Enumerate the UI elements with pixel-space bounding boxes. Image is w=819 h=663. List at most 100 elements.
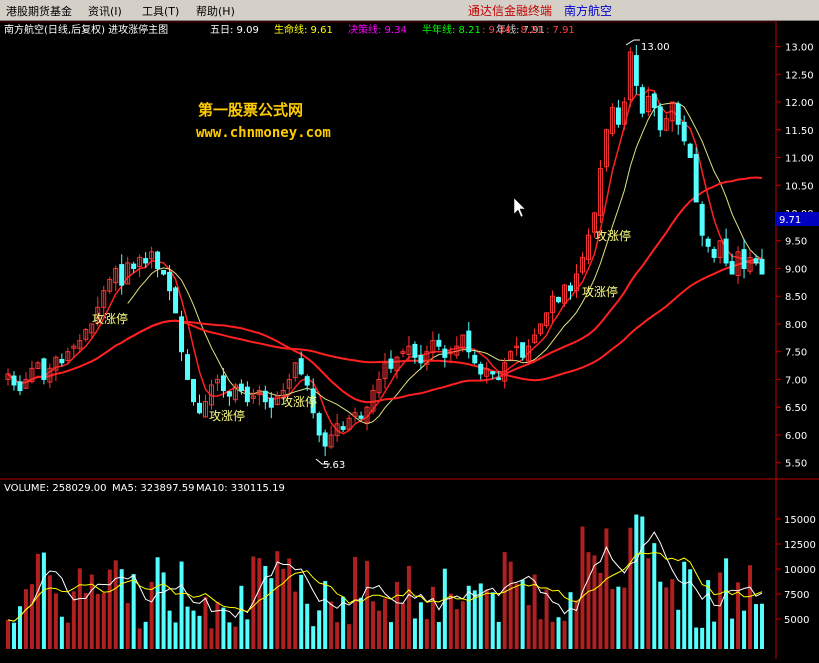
candle-body (334, 423, 340, 437)
candle-body (226, 391, 232, 397)
candle-body (322, 432, 328, 447)
candle-body (250, 395, 256, 399)
volume-bar (706, 580, 711, 649)
current-price-tag-bg (776, 212, 819, 226)
indicator-legend: 五日: 9.09 生命线: 9.61 决策线: 9.34 半年线: 8.21 年线: 7… (210, 23, 575, 36)
ma5-line (7, 88, 762, 435)
volume-bar (640, 516, 645, 649)
volume-bar (568, 592, 573, 649)
candle-body (711, 248, 717, 258)
volume-bar (257, 558, 262, 649)
price-tick-label: 6.00 (785, 431, 807, 442)
volume-bar (269, 578, 274, 649)
volume-tick-label: 5000 (784, 615, 809, 626)
volume-bar (508, 561, 513, 649)
candle-body (119, 264, 125, 286)
candle-body (597, 168, 603, 216)
candle-body (460, 334, 466, 349)
menu-info[interactable]: 资讯(I) (88, 5, 122, 18)
candle-body (705, 238, 711, 247)
volume-bar (634, 514, 639, 649)
price-tick-label: 9.00 (785, 264, 807, 275)
candle-body (29, 367, 35, 383)
volume-bar (29, 584, 34, 649)
menu-help[interactable]: 帮助(H) (196, 5, 235, 18)
candle-body (472, 354, 478, 364)
candle-body (514, 345, 520, 349)
price-tick-label: 7.00 (785, 375, 807, 386)
volume-ma5: MA5: 323897.59 (112, 483, 194, 494)
volume-bar (574, 600, 579, 649)
candle-body (167, 271, 173, 292)
volume-bar (11, 622, 16, 649)
volume-ma10: MA10: 330115.19 (196, 483, 285, 494)
indicator-1: 生命线: 9.61 (274, 23, 333, 36)
candles (5, 44, 765, 457)
candle-body (214, 378, 220, 384)
volume-bar (544, 589, 549, 649)
volume-bar (532, 574, 537, 649)
candle-body (556, 296, 562, 303)
candle-body (544, 312, 550, 326)
watermark-title: 第一股票公式网 (198, 101, 304, 119)
candle-body (220, 375, 226, 392)
volume-bar (131, 574, 136, 649)
candle-body (699, 204, 705, 236)
volume-bar (323, 581, 328, 649)
volume-bar (197, 615, 202, 649)
volume-bar (754, 604, 759, 649)
candle-body (508, 351, 514, 361)
volume-bar (496, 621, 501, 649)
volume-bar (83, 592, 88, 649)
volume-bar (149, 582, 154, 649)
volume-bar (526, 605, 531, 649)
volume-tick-label: 10000 (784, 565, 816, 576)
candle-body (304, 376, 310, 386)
signal-label: 攻涨停 (209, 408, 245, 423)
price-tick-label: 5.50 (785, 459, 807, 470)
chart-area[interactable]: 南方航空(日线,后复权) 进攻涨停主图 五日: 9.09 生命线: 9.61 决策线… (0, 21, 819, 659)
kline-chart[interactable]: 南方航空(日线,后复权) 进攻涨停主图 五日: 9.09 生命线: 9.61 决策线… (0, 21, 819, 659)
candle-body (11, 375, 17, 386)
candle-body (550, 295, 556, 314)
candle-body (591, 212, 597, 233)
volume-bar (191, 610, 196, 649)
indicator-2: 决策线: 9.34 (348, 23, 407, 36)
candle-body (113, 267, 119, 284)
volume-bar (35, 553, 40, 649)
volume-bar (652, 543, 657, 649)
candle-body (35, 362, 41, 369)
volume-bar (365, 560, 370, 649)
candle-body (191, 379, 197, 403)
candle-body (717, 240, 723, 258)
volume-bar (412, 618, 417, 649)
indicator-3: 半年线: 8.21 (422, 23, 481, 36)
volume-bar (388, 622, 393, 649)
candle-body (310, 388, 316, 414)
volume-bar (353, 556, 358, 649)
volume-bar (730, 618, 735, 649)
volume-bar (215, 601, 220, 649)
candle-body (131, 263, 137, 269)
volume-bar (394, 581, 399, 649)
volume-bar (592, 555, 597, 649)
candle-body (496, 377, 502, 380)
candle-body (143, 258, 149, 264)
candle-body (579, 256, 585, 273)
volume-bar (436, 622, 441, 649)
candle-body (173, 287, 179, 314)
volume-bar (383, 598, 387, 649)
candle-body (627, 51, 633, 101)
volume-bar (442, 568, 447, 649)
candle-body (382, 362, 388, 379)
volume-bar (556, 617, 561, 649)
candle-body (639, 87, 645, 114)
menu-hk-futures[interactable]: 港股期货基金 (6, 5, 72, 18)
candle-body (328, 434, 334, 448)
volume-ma-lines (7, 531, 763, 622)
volume-bar (167, 610, 172, 649)
volume-bar (502, 552, 507, 649)
menu-tools[interactable]: 工具(T) (142, 5, 180, 18)
candle-body (568, 285, 574, 292)
volume-bar (658, 581, 663, 649)
